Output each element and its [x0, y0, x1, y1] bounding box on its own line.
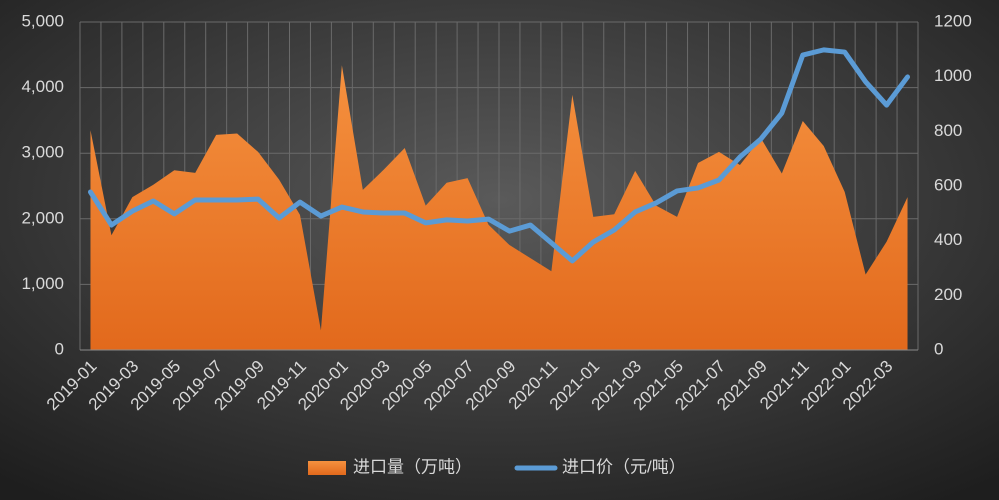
y-tick-label: 3,000 [21, 143, 64, 162]
legend-swatch [308, 461, 346, 475]
y2-tick-label: 1000 [934, 66, 972, 85]
legend-item: 进口量（万吨） [308, 457, 472, 476]
y2-tick-label: 200 [934, 285, 962, 304]
y2-tick-label: 400 [934, 230, 962, 249]
line [87, 47, 911, 264]
y2-tick-label: 600 [934, 175, 962, 194]
legend-item: 进口价（元/吨） [514, 457, 686, 476]
y-tick-label: 2,000 [21, 208, 64, 227]
y-tick-label: 0 [55, 339, 64, 358]
y2-tick-label: 0 [934, 339, 943, 358]
y-tick-label: 4,000 [21, 77, 64, 96]
y-tick-label: 1,000 [21, 274, 64, 293]
y-tick-label: 5,000 [21, 11, 64, 30]
y2-tick-label: 800 [934, 121, 962, 140]
legend-label: 进口价（元/吨） [562, 457, 686, 476]
legend-label: 进口量（万吨） [353, 457, 472, 476]
y2-tick-label: 1200 [934, 11, 972, 30]
area [90, 65, 908, 351]
